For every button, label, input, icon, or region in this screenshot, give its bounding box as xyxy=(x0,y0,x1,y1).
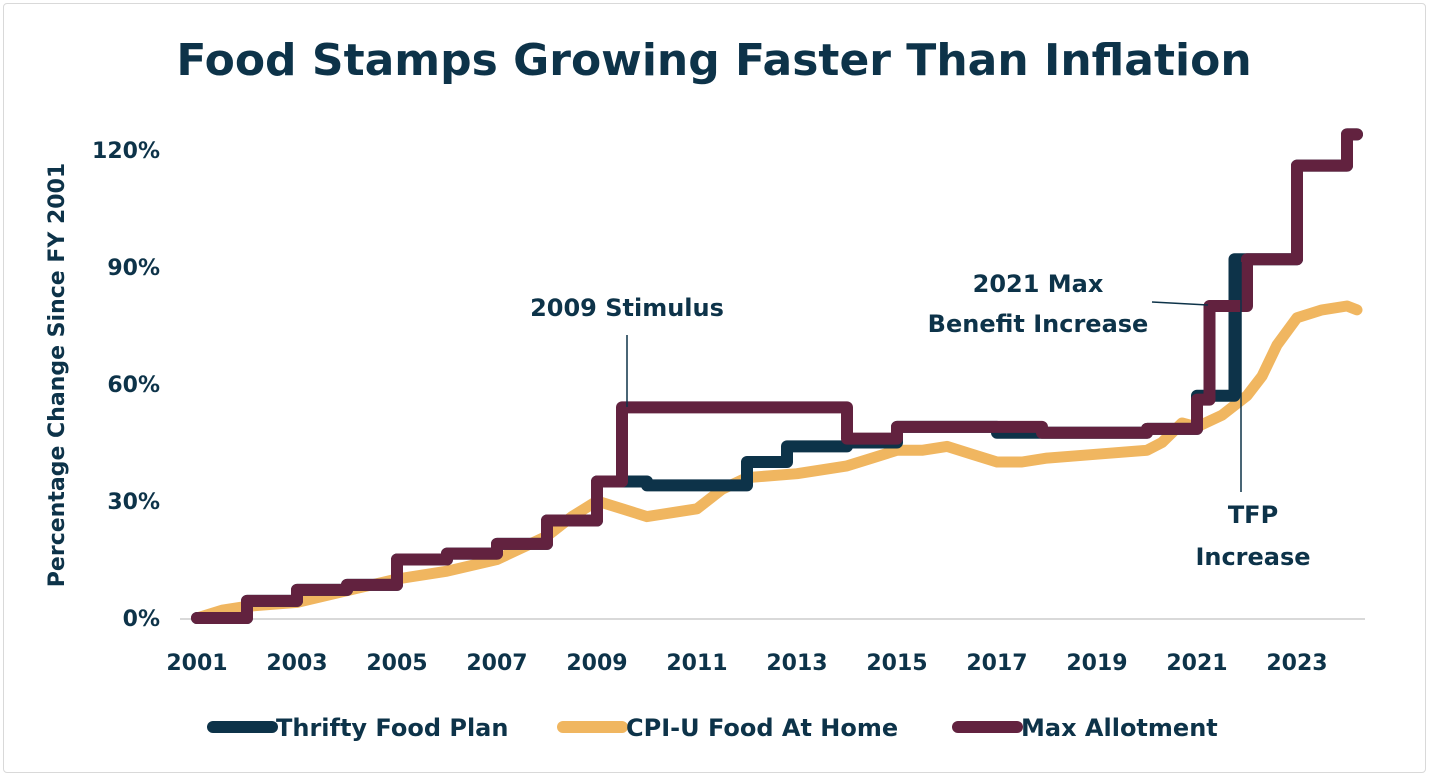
series-line-cpi-u-food-at-home xyxy=(191,300,1363,624)
legend-label-cpi: CPI-U Food At Home xyxy=(626,714,898,742)
x-tick-label: 2005 xyxy=(366,651,427,676)
legend-label-tfp: Thrifty Food Plan xyxy=(276,714,508,742)
x-tick-label: 2023 xyxy=(1266,651,1327,676)
x-tick-label: 2019 xyxy=(1066,651,1127,676)
y-tick-label: 0% xyxy=(123,607,160,632)
annotation-tfp-line1: TFP xyxy=(1228,501,1278,529)
max-benefit-leader-line xyxy=(1151,301,1209,306)
annotation-tfp-line2: Increase xyxy=(1195,543,1310,571)
x-tick-label: 2015 xyxy=(866,651,927,676)
y-tick-label: 60% xyxy=(107,373,160,398)
series-line-max-allotment xyxy=(191,128,1363,624)
x-tick-label: 2009 xyxy=(566,651,627,676)
y-axis-label: Percentage Change Since FY 2001 xyxy=(45,163,70,587)
x-tick-label: 2021 xyxy=(1166,651,1227,676)
annotation-2021-max-line2: Benefit Increase xyxy=(928,310,1149,338)
annotation-2009-stimulus: 2009 Stimulus xyxy=(530,294,724,322)
annotation-2021-max-line1: 2021 Max xyxy=(973,270,1104,298)
x-tick-label: 2007 xyxy=(466,651,527,676)
legend: Thrifty Food Plan CPI-U Food At Home Max… xyxy=(207,714,1218,742)
chart-title: Food Stamps Growing Faster Than Inflatio… xyxy=(176,35,1251,86)
x-tick-label: 2017 xyxy=(966,651,1027,676)
y-tick-label: 90% xyxy=(107,256,160,281)
y-tick-label: 30% xyxy=(107,490,160,515)
y-tick-label: 120% xyxy=(92,139,160,164)
x-tick-label: 2001 xyxy=(166,651,227,676)
legend-label-max: Max Allotment xyxy=(1021,714,1218,742)
x-tick-label: 2011 xyxy=(666,651,727,676)
series-line-thrifty-food-plan xyxy=(191,128,1363,624)
x-tick-label: 2013 xyxy=(766,651,827,676)
x-tick-label: 2003 xyxy=(266,651,327,676)
chart-frame xyxy=(3,3,1426,773)
